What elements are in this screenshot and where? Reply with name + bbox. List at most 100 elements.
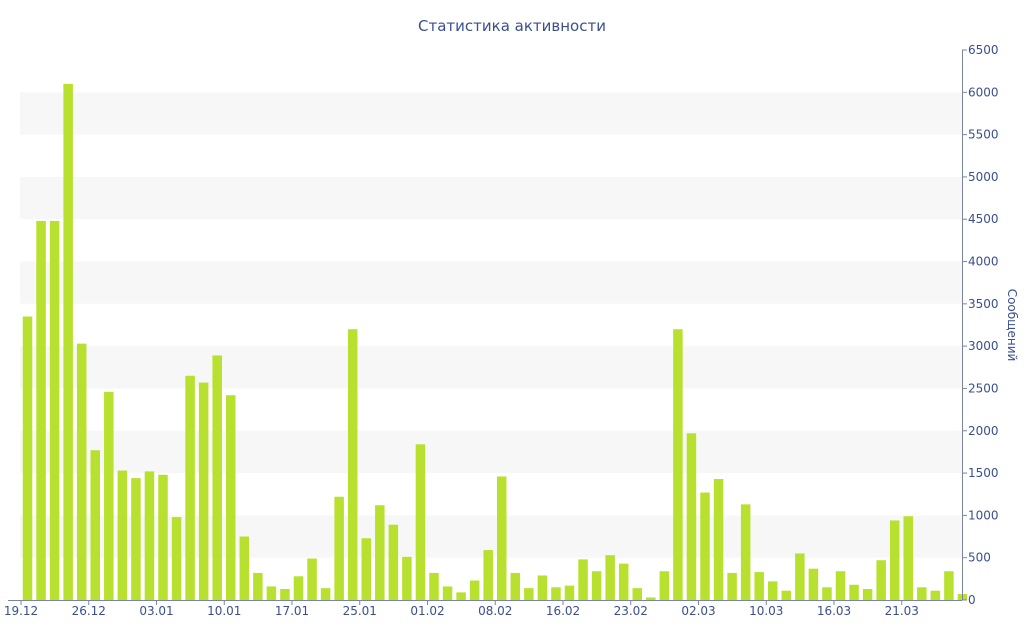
bar	[212, 355, 222, 600]
y-tick-label: 500	[968, 551, 991, 565]
y-tick-label: 5500	[968, 128, 999, 142]
bar	[564, 585, 575, 600]
y-tick-label: 0	[968, 593, 976, 607]
bar	[849, 584, 859, 600]
x-tick-label: 03.01	[139, 604, 173, 618]
bar	[510, 572, 521, 600]
x-tick-label: 02.03	[681, 604, 715, 618]
bar	[266, 586, 277, 600]
y-tick-label: 3500	[968, 297, 999, 311]
bar	[293, 576, 304, 600]
bar	[280, 589, 290, 600]
bar	[673, 329, 683, 600]
x-tick-label: 10.03	[749, 604, 783, 618]
bar	[22, 316, 33, 600]
grid-band	[20, 261, 962, 304]
bar	[144, 471, 155, 600]
bar	[320, 588, 331, 600]
bar	[131, 478, 141, 600]
bar	[171, 517, 182, 600]
bar	[646, 597, 656, 600]
bar	[90, 450, 100, 600]
x-tick-label: 26.12	[72, 604, 106, 618]
bar	[185, 375, 195, 600]
bar	[429, 572, 439, 600]
bar	[591, 571, 602, 600]
bar	[903, 516, 913, 600]
bar	[632, 588, 642, 600]
bar	[781, 590, 792, 600]
bar	[917, 587, 927, 600]
bar	[944, 571, 954, 600]
grid-band	[20, 346, 962, 389]
bar	[334, 496, 344, 600]
grid-band	[20, 430, 962, 474]
bar	[605, 555, 615, 600]
bar	[239, 536, 250, 600]
bar	[862, 589, 873, 600]
bar	[754, 572, 764, 600]
grid-band	[20, 176, 962, 220]
bar	[551, 587, 561, 600]
y-tick-label: 6500	[968, 43, 999, 57]
bar	[930, 590, 941, 600]
bar	[876, 560, 886, 600]
bar	[347, 329, 358, 600]
y-tick-label: 3000	[968, 339, 999, 353]
bar	[686, 433, 697, 600]
x-tick-label: 16.03	[817, 604, 851, 618]
bar	[198, 382, 209, 600]
bar	[524, 588, 534, 600]
bar	[822, 587, 832, 600]
x-tick-label: 19.12	[4, 604, 38, 618]
y-tick-label: 6000	[968, 85, 999, 99]
bar	[63, 83, 73, 601]
bar	[456, 592, 466, 600]
bar	[713, 479, 724, 600]
bar	[104, 391, 114, 600]
bar	[388, 524, 399, 600]
y-axis-label: Сообщений	[1005, 289, 1019, 362]
y-tick-label: 4000	[968, 255, 999, 269]
bar	[76, 343, 87, 600]
y-tick-label: 1000	[968, 508, 999, 522]
bar	[117, 470, 128, 600]
x-tick-label: 17.01	[275, 604, 309, 618]
bar	[768, 581, 778, 600]
bars-group	[22, 83, 968, 601]
x-tick-label: 10.01	[207, 604, 241, 618]
bar	[469, 580, 480, 600]
grid-band	[20, 92, 962, 135]
chart-title: Статистика активности	[418, 17, 606, 35]
y-tick-label: 2000	[968, 424, 999, 438]
bar	[442, 586, 453, 600]
bar	[49, 220, 60, 601]
y-axis-ticks: 0 500 1000 1500 2000 2500 3000 3500 4000 4500 5000…	[962, 43, 999, 607]
bar	[361, 538, 371, 600]
bar	[158, 474, 168, 600]
bar	[36, 220, 46, 601]
x-tick-label: 25.01	[343, 604, 377, 618]
x-axis-ticks: 19.12 26.12 03.01 10.01 17.01 25.01 01.02 08.02…	[4, 600, 919, 618]
bar	[415, 444, 426, 600]
x-tick-label: 21.03	[885, 604, 919, 618]
bar	[307, 558, 317, 600]
bar	[402, 556, 412, 600]
y-tick-label: 4500	[968, 212, 999, 226]
bar	[375, 505, 385, 600]
bar	[537, 575, 548, 600]
y-tick-label: 1500	[968, 466, 999, 480]
bar	[795, 553, 805, 600]
grid-bands	[20, 92, 962, 558]
bar	[740, 504, 751, 600]
x-tick-label: 23.02	[614, 604, 648, 618]
bar	[700, 492, 710, 600]
bar	[659, 571, 670, 600]
bar	[578, 559, 588, 600]
bar	[618, 563, 629, 600]
x-tick-label: 08.02	[478, 604, 512, 618]
bar	[483, 550, 493, 600]
bar	[808, 568, 819, 600]
y-tick-label: 2500	[968, 381, 999, 395]
